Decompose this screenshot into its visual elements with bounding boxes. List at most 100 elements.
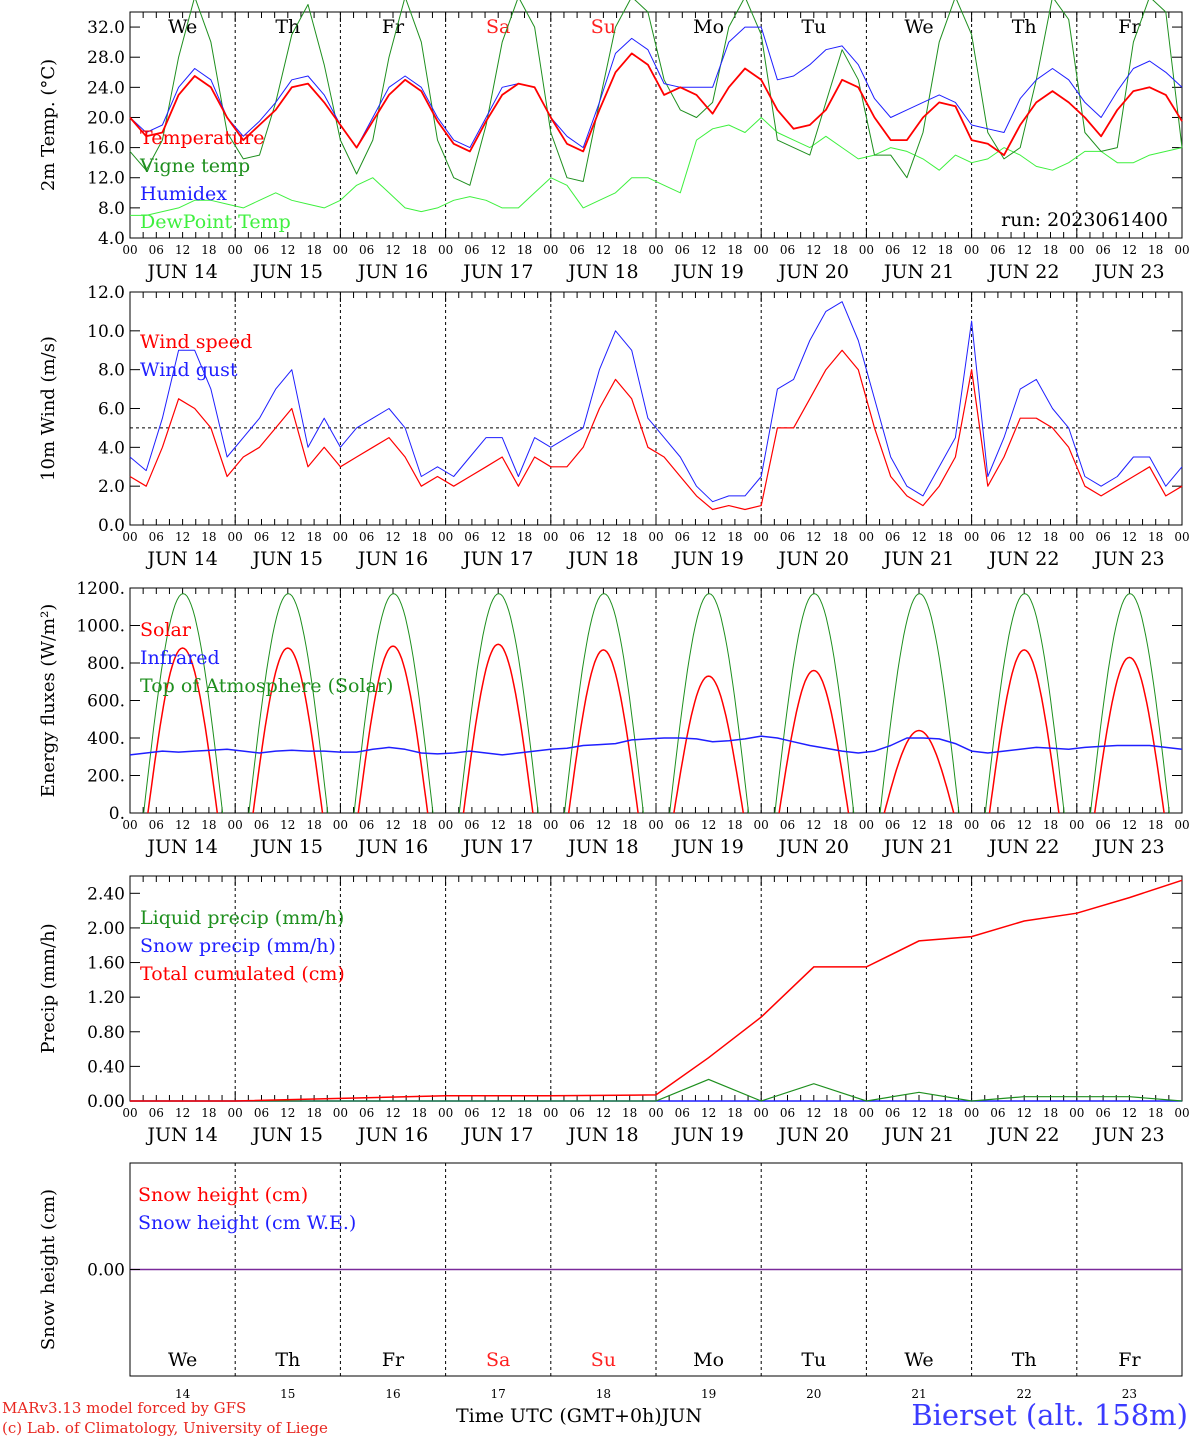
hour-tick-label: 06 — [569, 530, 584, 544]
y-tick-label: 2.00 — [87, 919, 125, 939]
series-toa-arc — [879, 593, 960, 814]
day-label: JUN 20 — [777, 1124, 849, 1146]
hour-tick-label: 12 — [1017, 243, 1032, 257]
hour-tick-label: 18 — [1148, 530, 1163, 544]
hour-tick-label: 18 — [938, 530, 953, 544]
hour-tick-label: 00 — [648, 818, 663, 832]
day-label: JUN 19 — [671, 261, 743, 283]
hour-tick-label: 12 — [701, 1106, 716, 1120]
hour-tick-label: 06 — [675, 1106, 690, 1120]
hour-tick-label: 12 — [911, 530, 926, 544]
hour-tick-label: 18 — [412, 1106, 427, 1120]
hour-tick-label: 06 — [1095, 530, 1110, 544]
hour-tick-label: 18 — [412, 818, 427, 832]
hour-tick-label: 06 — [780, 818, 795, 832]
y-tick-label: 16.0 — [87, 139, 125, 159]
y-tick-label: 4.0 — [98, 438, 125, 458]
hour-tick-label: 12 — [596, 818, 611, 832]
hour-tick-label: 06 — [990, 530, 1005, 544]
hour-tick-label: 06 — [885, 818, 900, 832]
series-solar-arc — [988, 649, 1060, 814]
hour-tick-label: 18 — [727, 243, 742, 257]
hour-tick-label: 06 — [359, 818, 374, 832]
day-label: JUN 18 — [566, 836, 638, 858]
day-label: JUN 18 — [566, 548, 638, 570]
run-label: run: 2023061400 — [1001, 209, 1168, 231]
weekday-label: We — [168, 1349, 197, 1371]
hour-tick-label: 00 — [648, 243, 663, 257]
hour-tick-label: 06 — [254, 1106, 269, 1120]
hour-tick-label: 00 — [1069, 818, 1084, 832]
hour-tick-label: 06 — [359, 530, 374, 544]
day-number-label: 22 — [1017, 1387, 1032, 1401]
x-axis-title: Time UTC (GMT+0h)JUN — [456, 1405, 702, 1427]
day-label: JUN 15 — [251, 836, 323, 858]
day-number-label: 14 — [175, 1387, 191, 1401]
series-toa-arc — [774, 593, 855, 814]
series-toa-arc — [669, 593, 750, 814]
series-solar-arc — [673, 675, 745, 814]
hour-tick-label: 06 — [149, 243, 164, 257]
hour-tick-label: 06 — [254, 818, 269, 832]
day-label: JUN 17 — [461, 548, 533, 570]
day-label: JUN 21 — [882, 836, 954, 858]
y-axis-title: 2m Temp. (°C) — [38, 59, 59, 191]
hour-tick-label: 00 — [122, 530, 137, 544]
hour-tick-label: 12 — [596, 243, 611, 257]
hour-tick-label: 00 — [543, 818, 558, 832]
day-label: JUN 16 — [356, 261, 428, 283]
series-temperature-line — [129, 52, 1183, 157]
day-number-label: 21 — [911, 1387, 926, 1401]
hour-tick-label: 00 — [228, 530, 243, 544]
hour-tick-label: 00 — [122, 243, 137, 257]
hour-tick-label: 12 — [491, 530, 506, 544]
legend-entry: Wind speed — [140, 331, 252, 353]
hour-tick-label: 18 — [1043, 1106, 1058, 1120]
day-label: JUN 16 — [356, 1124, 428, 1146]
day-label: JUN 14 — [145, 836, 217, 858]
series-infrared-line — [129, 735, 1183, 756]
hour-tick-label: 06 — [149, 530, 164, 544]
day-label: JUN 14 — [145, 548, 217, 570]
hour-tick-label: 06 — [780, 530, 795, 544]
hour-tick-label: 18 — [622, 1106, 637, 1120]
day-label: JUN 17 — [461, 1124, 533, 1146]
day-label: JUN 23 — [1092, 836, 1164, 858]
y-tick-label: 200. — [87, 767, 125, 787]
hour-tick-label: 12 — [806, 818, 821, 832]
legend-entry: Humidex — [140, 183, 227, 205]
hour-tick-label: 18 — [517, 530, 532, 544]
day-number-label: 17 — [491, 1387, 506, 1401]
y-tick-label: 12.0 — [87, 169, 125, 189]
hour-tick-label: 18 — [412, 243, 427, 257]
day-label: JUN 19 — [671, 548, 743, 570]
day-label: JUN 19 — [671, 1124, 743, 1146]
plot-frame — [129, 587, 1183, 814]
weekday-label: We — [904, 1349, 933, 1371]
hour-tick-label: 06 — [1095, 243, 1110, 257]
y-tick-label: 6.0 — [98, 400, 125, 420]
weekday-label: We — [168, 16, 197, 38]
series-solar-arc — [147, 647, 219, 814]
day-number-label: 20 — [806, 1387, 821, 1401]
hour-tick-label: 18 — [832, 530, 847, 544]
hour-tick-label: 00 — [1069, 243, 1084, 257]
series-vigne-line — [129, 0, 1183, 186]
weekday-label: Su — [591, 16, 616, 38]
hour-tick-label: 06 — [675, 530, 690, 544]
hour-tick-label: 18 — [832, 243, 847, 257]
y-axis-title: Precip (mm/h) — [38, 923, 59, 1053]
hour-tick-label: 06 — [1095, 1106, 1110, 1120]
weekday-label: Mo — [693, 16, 724, 38]
hour-tick-label: 00 — [754, 1106, 769, 1120]
day-label: JUN 16 — [356, 548, 428, 570]
hour-tick-label: 18 — [1148, 243, 1163, 257]
day-label: JUN 14 — [145, 1124, 217, 1146]
hour-tick-label: 00 — [964, 530, 979, 544]
day-label: JUN 20 — [777, 548, 849, 570]
hour-tick-label: 12 — [701, 530, 716, 544]
legend-entry: Wind gust — [140, 359, 238, 381]
weekday-label: Th — [1012, 16, 1037, 38]
hour-tick-label: 06 — [675, 243, 690, 257]
